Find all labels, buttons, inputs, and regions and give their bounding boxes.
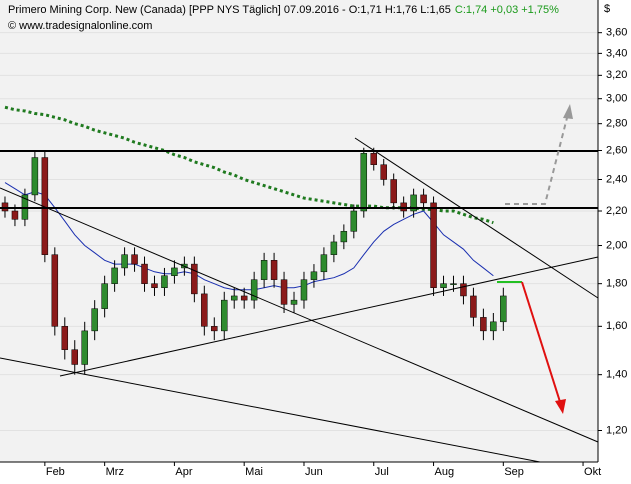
y-tick-label: 2,20 [606,205,627,217]
trend-line [59,256,599,377]
candle-body [221,299,228,332]
arrow-head [555,399,566,414]
y-tick-label: 1,40 [606,369,627,381]
candle-body [11,210,19,220]
candle-body [390,179,397,204]
x-tick-label: Jun [305,466,323,478]
candle-body [310,271,318,280]
candle-body [161,275,168,288]
x-tick-label: Mrz [106,466,124,478]
x-tick-label: Mai [245,466,263,478]
y-tick-label: 3,20 [606,69,627,81]
candle-body [420,194,427,204]
title-text: Primero Mining Corp. New (Canada) [PPP N… [8,4,451,16]
candle-body [380,164,387,180]
y-tick-label: 2,60 [606,144,627,156]
candle-body [410,194,417,212]
y-tick-label: 3,00 [606,93,627,105]
candle-body [490,321,497,332]
candle-body [280,279,288,305]
candle-body [500,295,507,323]
candle-body [151,283,158,288]
y-tick-label: 3,60 [606,27,627,39]
trend-line [0,187,599,443]
candle-body [230,295,238,301]
moving-average [4,182,494,291]
candle-body [1,202,9,212]
candle-body [270,260,278,280]
x-tick-label: Okt [584,466,601,478]
candle-body [81,330,88,365]
candle-body [260,260,268,280]
candle-body [440,283,447,288]
candle-body [111,267,118,284]
x-tick-label: Apr [175,466,192,478]
quote-text: C:1,74 +0,03 +1,75% [455,4,559,16]
down-arrow [521,281,562,406]
x-tick-label: Jul [375,466,389,478]
candle-body [250,279,258,301]
candle-body [350,210,358,232]
candle-body [360,153,368,212]
candle-body [290,299,298,305]
drawings [0,104,599,463]
candle-body [300,279,308,301]
candle-body [61,326,69,350]
candle-body [480,317,487,332]
y-tick-label: 1,80 [606,278,627,290]
candle-body [141,263,148,284]
candle-body [121,254,128,269]
y-unit: $ [604,3,610,15]
candle-body [31,157,39,196]
candle-body [211,326,218,332]
y-tick-label: 2,80 [606,118,627,130]
candle-body [450,283,457,285]
y-tick-label: 1,60 [606,320,627,332]
candle-body [101,283,108,309]
x-tick-label: Aug [435,466,455,478]
candle-body [71,349,78,365]
up-arrow [505,113,569,205]
candle-body [430,202,437,288]
subtitle: © www.tradesignalonline.com [8,20,152,32]
trend-line [354,137,599,299]
candle-body [470,295,477,318]
candle-body [460,283,467,297]
candle-body [330,241,338,255]
grid [0,32,598,431]
chart-title: Primero Mining Corp. New (Canada) [PPP N… [8,4,559,16]
y-tick-label: 2,40 [606,173,627,185]
candle-body [191,263,198,295]
candle-body [340,231,348,243]
arrow-head [563,104,573,119]
x-tick-label: Feb [46,466,65,478]
x-tick-label: Sep [504,466,524,478]
y-tick-label: 2,00 [606,239,627,251]
candle-body [171,267,178,276]
trend-line [0,357,541,463]
candle-body [131,254,138,265]
candle-body [400,202,407,212]
candle-body [51,254,59,327]
plot-area [0,0,598,462]
candle-body [370,153,377,165]
y-tick-label: 1,20 [606,424,627,436]
candle-body [201,293,208,327]
candle-body [320,254,328,273]
candle-body [91,308,98,332]
candle-body [240,295,248,301]
y-tick-label: 3,40 [606,47,627,59]
